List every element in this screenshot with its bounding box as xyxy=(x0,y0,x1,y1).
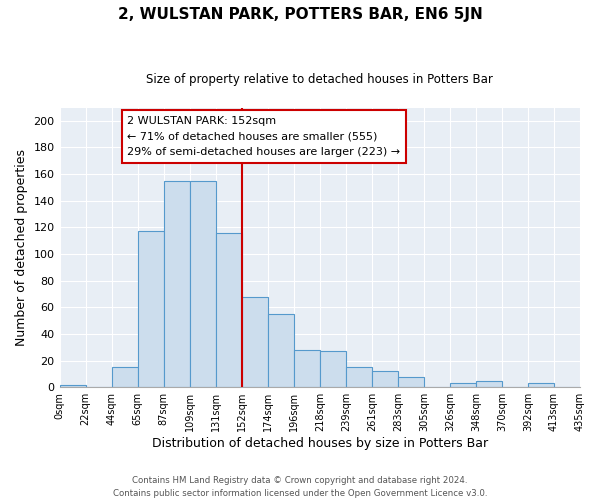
Bar xyxy=(242,296,268,387)
Bar xyxy=(450,383,476,387)
Bar xyxy=(528,383,554,387)
Bar xyxy=(137,232,164,387)
Bar xyxy=(398,376,424,387)
Text: 2 WULSTAN PARK: 152sqm
← 71% of detached houses are smaller (555)
29% of semi-de: 2 WULSTAN PARK: 152sqm ← 71% of detached… xyxy=(127,116,400,157)
Y-axis label: Number of detached properties: Number of detached properties xyxy=(15,149,28,346)
Title: Size of property relative to detached houses in Potters Bar: Size of property relative to detached ho… xyxy=(146,72,493,86)
Bar xyxy=(215,232,242,387)
Bar xyxy=(59,384,86,387)
Text: Contains HM Land Registry data © Crown copyright and database right 2024.
Contai: Contains HM Land Registry data © Crown c… xyxy=(113,476,487,498)
Bar xyxy=(476,380,502,387)
Bar xyxy=(294,350,320,387)
Bar xyxy=(372,371,398,387)
Bar xyxy=(164,181,190,387)
Bar xyxy=(112,367,137,387)
Text: 2, WULSTAN PARK, POTTERS BAR, EN6 5JN: 2, WULSTAN PARK, POTTERS BAR, EN6 5JN xyxy=(118,8,482,22)
Bar xyxy=(320,351,346,387)
X-axis label: Distribution of detached houses by size in Potters Bar: Distribution of detached houses by size … xyxy=(152,437,488,450)
Bar xyxy=(346,367,372,387)
Bar xyxy=(268,314,294,387)
Bar xyxy=(190,181,215,387)
